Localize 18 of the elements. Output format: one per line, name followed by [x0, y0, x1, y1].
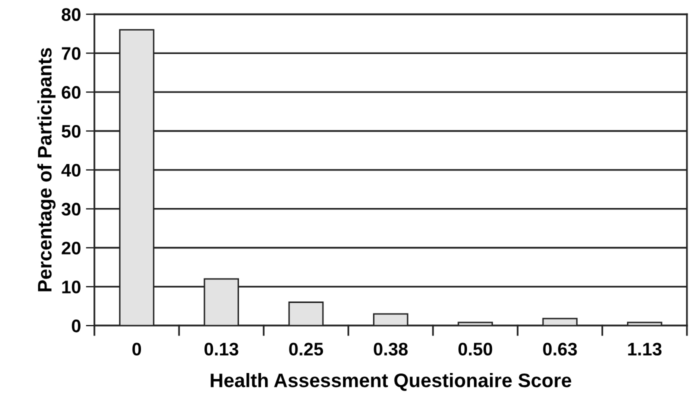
y-tick-label: 40 [61, 164, 80, 177]
x-tick-label: 0.63 [543, 342, 577, 356]
y-tick-label: 0 [72, 320, 80, 332]
x-tick-label: 0.25 [289, 342, 324, 356]
y-tick-label: 80 [62, 8, 80, 21]
y-tick-label: 60 [62, 86, 80, 99]
y-axis-title: Percentage of Participants [37, 48, 56, 292]
y-tick-label: 10 [62, 280, 80, 294]
y-tick-label: 70 [62, 47, 80, 60]
y-tick-label: 50 [62, 124, 80, 138]
x-axis-title: Health Assessment Questionaire Score [210, 372, 572, 391]
x-tick-label: 0.50 [458, 342, 492, 356]
y-tick-label: 20 [62, 242, 80, 254]
x-tick-label: 0.13 [204, 342, 238, 356]
x-tick-label: 1.13 [628, 342, 662, 356]
x-tick-label: 0 [132, 342, 141, 356]
x-tick-label: 0.38 [374, 342, 408, 356]
y-tick-label: 30 [62, 202, 80, 216]
